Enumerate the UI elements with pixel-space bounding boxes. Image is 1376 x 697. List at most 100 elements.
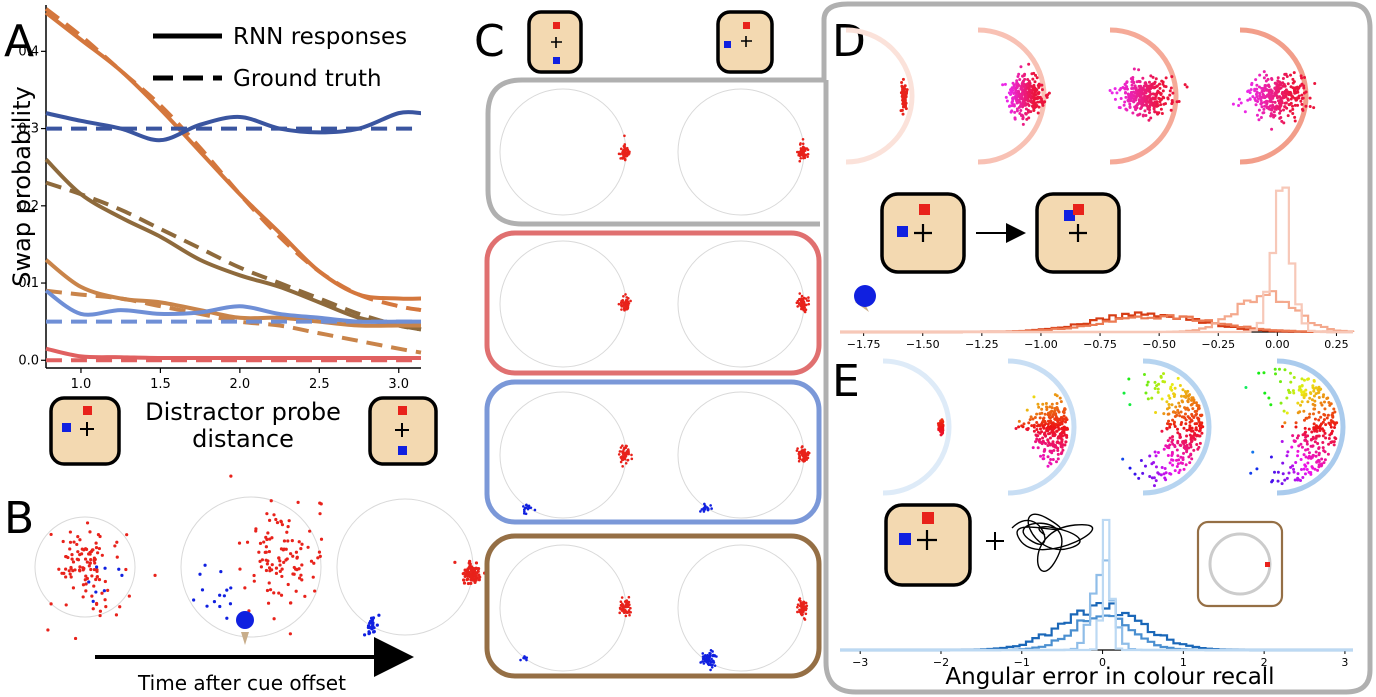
response-dot: [805, 607, 808, 610]
response-dot: [1319, 415, 1323, 419]
y-tick-label: 0.1: [18, 276, 39, 291]
response-dot: [1048, 405, 1052, 409]
histogram-series-3: [840, 186, 1353, 334]
response-dot: [1323, 458, 1327, 462]
blue-square: [897, 226, 908, 237]
response-dot: [1279, 97, 1283, 101]
plus-icon: [986, 532, 1004, 550]
response-dot: [1167, 419, 1171, 423]
response-dot: [620, 308, 623, 311]
response-dot: [1177, 411, 1181, 415]
response-dot: [1153, 97, 1157, 101]
response-dot: [237, 541, 242, 545]
response-dot: [1031, 101, 1035, 105]
response-dot: [1177, 458, 1181, 462]
response-dot: [1181, 440, 1185, 444]
response-dot: [1108, 88, 1112, 92]
response-dot: [1143, 81, 1147, 85]
response-dot: [798, 292, 802, 295]
response-dot: [627, 600, 631, 604]
response-dot: [621, 450, 625, 453]
response-dot: [1282, 409, 1286, 413]
response-dot: [802, 606, 806, 610]
response-dot: [1313, 417, 1317, 421]
response-dot: [100, 591, 104, 595]
response-dot: [798, 298, 801, 302]
response-dot: [803, 459, 807, 463]
blue-square: [1064, 210, 1075, 221]
response-dot: [103, 579, 107, 584]
response-dot: [900, 81, 904, 85]
response-dot: [243, 586, 247, 590]
response-dot: [1035, 103, 1039, 107]
response-dot: [1063, 426, 1067, 430]
response-dot: [1162, 447, 1166, 451]
response-dot: [1266, 77, 1270, 81]
response-dot: [1163, 466, 1167, 470]
response-dot: [1296, 454, 1300, 458]
response-dot: [1054, 460, 1058, 464]
response-dot: [1031, 85, 1035, 89]
response-dot: [1302, 467, 1306, 471]
response-dot: [1181, 400, 1185, 404]
response-dot: [1028, 94, 1032, 98]
response-dot: [1038, 427, 1042, 431]
response-dot: [1291, 111, 1295, 115]
response-dot: [1311, 412, 1315, 416]
response-dot: [1155, 84, 1159, 88]
response-dot: [799, 451, 803, 455]
response-dot: [706, 656, 710, 660]
series-line-solid-2: [45, 109, 422, 143]
response-dot: [464, 572, 468, 577]
response-dot: [76, 550, 80, 554]
response-dot: [622, 448, 626, 451]
response-dot: [1162, 472, 1166, 476]
response-dot: [701, 652, 705, 655]
response-dot: [1316, 442, 1320, 446]
response-dot: [1039, 441, 1043, 445]
response-dot: [1144, 114, 1148, 118]
response-dot: [1273, 81, 1277, 85]
y-tick-label: 0.2: [18, 199, 39, 214]
response-dot: [1009, 110, 1013, 114]
response-dot: [1283, 368, 1287, 372]
response-dot: [1309, 392, 1313, 396]
response-dot: [1030, 72, 1034, 76]
response-dot: [1014, 426, 1018, 430]
response-dot: [1247, 89, 1251, 93]
response-dot: [623, 134, 626, 138]
response-dot: [1257, 118, 1261, 122]
response-dot: [1189, 398, 1193, 402]
response-dot: [1301, 476, 1305, 480]
response-dot: [1025, 84, 1029, 88]
response-dot: [1059, 400, 1063, 404]
response-dot: [801, 142, 805, 146]
response-dot: [64, 575, 68, 579]
response-dot: [624, 153, 628, 157]
red-square: [743, 22, 750, 29]
response-dot: [1239, 101, 1243, 105]
response-dot: [1042, 433, 1046, 437]
response-dot: [115, 555, 119, 559]
response-dot: [1048, 449, 1052, 453]
response-dot: [114, 613, 119, 617]
response-dot: [1298, 410, 1302, 414]
response-dot: [1046, 432, 1050, 436]
response-dot: [1193, 432, 1197, 436]
d-card-after: [1035, 192, 1121, 274]
response-dot: [1261, 111, 1265, 115]
response-dot: [1170, 403, 1174, 407]
response-dot: [1045, 427, 1049, 431]
response-dot: [1276, 470, 1280, 474]
response-dot: [1197, 434, 1201, 438]
response-dot: [68, 540, 73, 544]
response-dot: [1184, 392, 1188, 396]
response-dot: [1329, 440, 1333, 444]
response-dot: [1170, 383, 1174, 387]
response-dot: [1177, 471, 1181, 475]
response-dot: [1314, 392, 1318, 396]
response-dot: [1324, 423, 1328, 427]
response-dot: [49, 532, 53, 537]
response-dot: [1284, 93, 1288, 97]
response-dot: [1285, 411, 1289, 415]
